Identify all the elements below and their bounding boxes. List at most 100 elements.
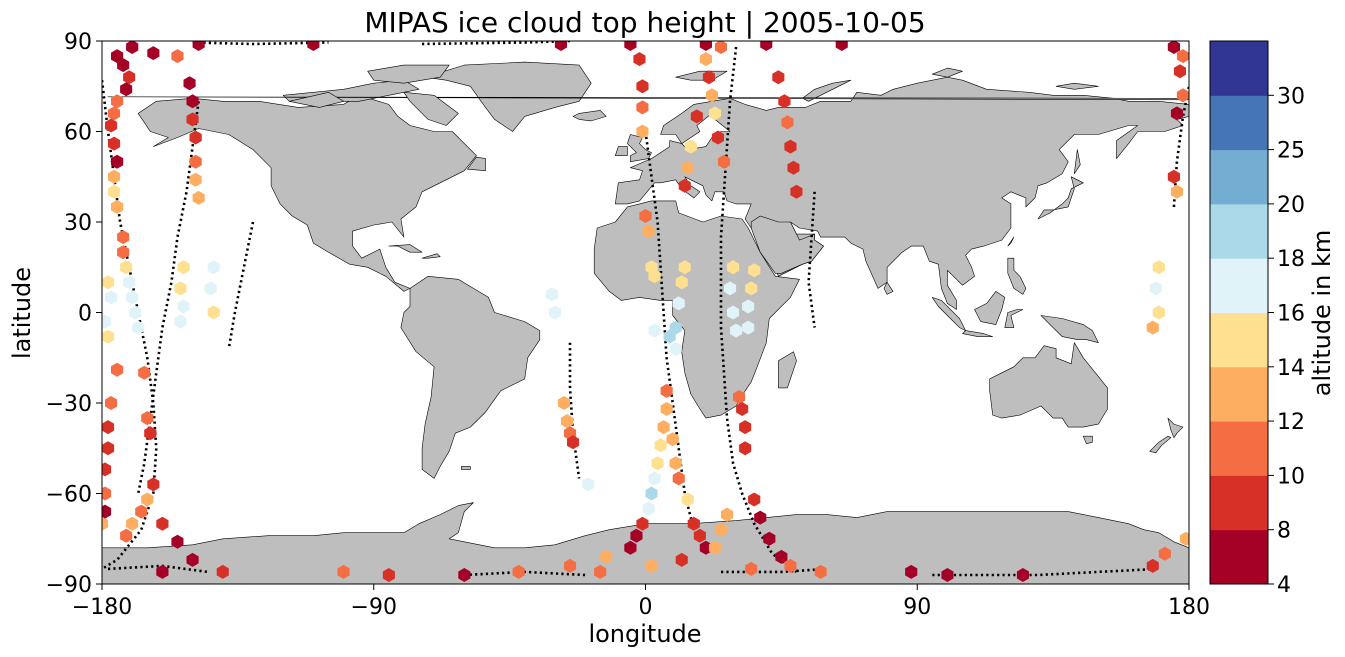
cloud-point	[108, 169, 121, 184]
cloud-point	[721, 507, 734, 522]
colorbar-tick-label: 4	[1277, 573, 1291, 598]
cloud-point	[102, 329, 115, 344]
cloud-point	[835, 41, 848, 51]
cloud-point	[186, 552, 199, 567]
cloud-point	[754, 510, 767, 525]
africa-landmass	[593, 200, 800, 419]
cloud-point	[135, 504, 148, 519]
cloud-point	[207, 305, 220, 320]
cloud-point	[690, 109, 703, 124]
cloud-point	[567, 435, 580, 450]
cloud-point	[708, 540, 721, 555]
cloud-point	[639, 209, 652, 223]
cloud-point	[141, 411, 154, 426]
colorbar-segment	[1210, 203, 1268, 259]
cloud-point	[108, 184, 121, 199]
cloud-point	[739, 441, 752, 456]
cloud-point	[630, 528, 643, 543]
cloud-point	[672, 296, 685, 311]
cloud-point	[681, 492, 694, 507]
cloud-point	[636, 516, 649, 531]
cloud-point	[189, 154, 202, 169]
cloud-point	[120, 528, 133, 543]
colorbar-tick-label: 12	[1277, 410, 1305, 435]
new-siberian-islands-landmass	[1055, 82, 1099, 90]
cloud-point	[117, 245, 130, 260]
cloud-point	[192, 41, 205, 51]
cloud-point	[512, 564, 525, 579]
orbit-track	[192, 41, 329, 46]
baffin-island-landmass	[403, 92, 459, 126]
new-guinea-landmass	[1040, 315, 1099, 344]
cloud-point	[174, 314, 187, 329]
cloud-points	[102, 41, 1189, 582]
cloud-point	[905, 564, 918, 579]
cloud-point	[102, 275, 115, 290]
colorbar-segment	[1210, 41, 1268, 96]
cloud-point	[702, 70, 715, 85]
cloud-point	[189, 130, 202, 145]
cloud-point	[1167, 41, 1180, 54]
cloud-point	[730, 323, 743, 338]
cloud-point	[642, 224, 655, 239]
cloud-point	[382, 568, 395, 582]
hainan-taiwan-landmass	[1007, 236, 1015, 247]
cloud-point	[557, 396, 570, 410]
cloud-point	[117, 58, 130, 73]
cloud-point	[775, 549, 788, 564]
cloud-point	[192, 190, 205, 205]
cloud-point	[727, 305, 740, 320]
orbit-track	[136, 101, 200, 494]
java-landmass	[962, 330, 994, 337]
x-tick-label: 90	[903, 595, 931, 620]
cloud-point	[582, 477, 595, 492]
new-zealand-north-landmass	[1167, 417, 1184, 439]
orbit-track	[721, 567, 827, 574]
cloud-point	[1170, 184, 1183, 199]
colorbar-tick-label: 10	[1277, 464, 1305, 489]
cloud-point	[678, 178, 691, 193]
cloud-point	[1146, 320, 1159, 335]
colorbar-segment	[1210, 366, 1268, 422]
y-tick-label: −90	[46, 573, 92, 598]
cloud-point	[717, 154, 731, 169]
cloud-point	[642, 501, 655, 516]
cloud-point	[1152, 260, 1165, 275]
cloud-point	[111, 154, 124, 169]
south-america-landmass	[400, 275, 541, 479]
cloud-point	[111, 199, 124, 214]
antarctica-landmass	[102, 502, 1189, 584]
cloud-point	[708, 106, 721, 121]
cloud-point	[600, 549, 613, 564]
cloud-point	[669, 456, 682, 471]
colorbar-tick-label: 20	[1277, 193, 1305, 218]
cloud-point	[663, 329, 676, 344]
cloud-point	[705, 88, 718, 103]
colorbar-tick-label: 8	[1277, 519, 1291, 544]
cloud-point	[102, 314, 112, 329]
cloud-point	[545, 287, 558, 302]
cloud-point	[216, 564, 229, 579]
cloud-point	[108, 136, 121, 151]
cloud-point	[111, 49, 124, 64]
japan-landmass	[1037, 176, 1084, 220]
cloud-point	[672, 471, 685, 486]
cloud-point	[636, 100, 649, 115]
cloud-point	[742, 320, 755, 335]
cloud-point	[102, 462, 112, 477]
newfoundland-landmass	[467, 156, 486, 171]
novaya-zemlya-landmass	[802, 79, 852, 102]
cloud-point	[548, 305, 561, 320]
cloud-point	[307, 41, 320, 51]
cloud-point	[171, 534, 184, 549]
cloud-point	[147, 477, 160, 492]
cloud-point	[560, 414, 574, 429]
cloud-point	[745, 561, 758, 576]
cloud-point	[645, 558, 658, 573]
cloud-point	[126, 41, 139, 54]
cloud-point	[633, 52, 646, 67]
cloud-point	[138, 365, 151, 380]
cloud-point	[760, 41, 773, 51]
cloud-point	[742, 299, 755, 314]
cloud-point	[102, 504, 112, 519]
